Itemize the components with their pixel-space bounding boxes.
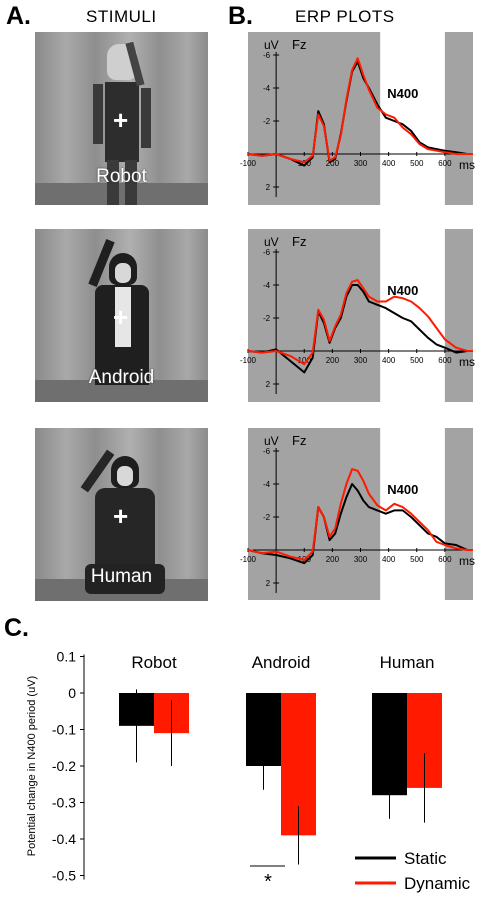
erp-electrode-label: Fz bbox=[292, 234, 306, 249]
erp-x-tick-label: -100 bbox=[240, 555, 257, 564]
erp-x-tick-label: 300 bbox=[354, 356, 368, 365]
bar-y-tick-label: 0.1 bbox=[57, 649, 77, 665]
erp-y-tick-label: 2 bbox=[266, 579, 271, 588]
erp-x-tick-label: 600 bbox=[438, 356, 452, 365]
erp-line-static bbox=[247, 284, 473, 374]
significance-marker: * bbox=[264, 871, 272, 893]
panel-c-letter: C. bbox=[4, 614, 29, 642]
erp-unit-label: uV bbox=[264, 38, 279, 52]
stimulus-label-human: Human bbox=[90, 566, 153, 587]
erp-unit-label: uV bbox=[264, 235, 279, 249]
fixation-cross: + bbox=[113, 105, 129, 135]
fixation-cross: + bbox=[113, 501, 129, 531]
erp-x-tick-label: -100 bbox=[240, 356, 257, 365]
erp-x-tick-label: 100 bbox=[298, 356, 312, 365]
erp-x-tick-label: 100 bbox=[298, 159, 312, 168]
erp-x-tick-label: 300 bbox=[354, 159, 368, 168]
bar-chart: 0.1 0 -0.1 -0.2 -0.3 -0.4 -0.5 Potential change… bbox=[26, 649, 471, 894]
erp-y-tick-label: -2 bbox=[263, 314, 271, 323]
erp-line-static bbox=[247, 60, 473, 167]
erp-component-label: N400 bbox=[387, 86, 418, 101]
erp-y-tick-label: -4 bbox=[263, 84, 271, 93]
bar-y-tick-label: -0.3 bbox=[52, 795, 76, 811]
fixation-cross: + bbox=[113, 302, 129, 332]
erp-y-tick-label: -4 bbox=[263, 281, 271, 290]
erp-electrode-label: Fz bbox=[292, 433, 306, 448]
erp-x-tick-label: 200 bbox=[326, 356, 340, 365]
shaded-window-late bbox=[444, 229, 473, 402]
erp-unit-label: uV bbox=[264, 434, 279, 448]
bar-y-tick-label: -0.4 bbox=[52, 831, 76, 847]
erp-x-tick-label: 600 bbox=[438, 159, 452, 168]
stimulus-label-robot: Robot bbox=[96, 166, 147, 187]
bar-group-label: Robot bbox=[131, 653, 177, 672]
stimulus-human-photo: + Human bbox=[35, 428, 208, 601]
erp-x-tick-label: 500 bbox=[410, 159, 424, 168]
stimulus-robot-photo: + Robot bbox=[35, 32, 208, 205]
stimulus-label-android: Android bbox=[88, 367, 155, 388]
erp-x-tick-label: 200 bbox=[326, 555, 340, 564]
erp-x-unit: ms bbox=[459, 355, 475, 369]
bar-y-tick-label: -0.2 bbox=[52, 758, 76, 774]
erp-x-tick-label: 500 bbox=[410, 356, 424, 365]
erp-line-dynamic bbox=[247, 57, 473, 164]
erp-electrode-label: Fz bbox=[292, 37, 306, 52]
panel-a-title: STIMULI bbox=[86, 7, 157, 26]
bar-y-tick-label: 0 bbox=[68, 685, 76, 701]
erp-x-unit: ms bbox=[459, 158, 475, 172]
shaded-window-early bbox=[248, 229, 381, 402]
bar-group-label: Human bbox=[380, 653, 435, 672]
erp-component-label: N400 bbox=[387, 283, 418, 298]
erp-x-tick-label: -100 bbox=[240, 159, 257, 168]
legend-label-dynamic: Dynamic bbox=[404, 874, 471, 893]
erp-line-dynamic bbox=[247, 279, 473, 366]
erp-x-tick-label: 500 bbox=[410, 555, 424, 564]
erp-line-dynamic bbox=[247, 468, 473, 561]
erp-y-tick-label: 2 bbox=[266, 183, 271, 192]
erp-y-tick-label: -6 bbox=[263, 447, 271, 456]
erp-y-tick-label: -4 bbox=[263, 480, 271, 489]
shaded-window-late bbox=[444, 428, 473, 600]
legend-label-static: Static bbox=[404, 849, 447, 868]
shaded-window-late bbox=[444, 32, 473, 205]
erp-y-tick-label: -2 bbox=[263, 117, 271, 126]
bar-y-axis-label: Potential change in N400 period (uV) bbox=[26, 676, 38, 856]
erp-x-tick-label: 600 bbox=[438, 555, 452, 564]
erp-y-tick-label: -6 bbox=[263, 248, 271, 257]
panel-b-title: ERP PLOTS bbox=[295, 7, 395, 26]
erp-x-tick-label: 400 bbox=[382, 356, 396, 365]
erp-x-unit: ms bbox=[459, 554, 475, 568]
panel-b-letter: B. bbox=[228, 2, 253, 30]
panel-a-letter: A. bbox=[6, 2, 31, 30]
bar-group-label: Android bbox=[252, 653, 311, 672]
erp-y-tick-label: 2 bbox=[266, 380, 271, 389]
erp-component-label: N400 bbox=[387, 482, 418, 497]
erp-plots: uV Fz N400 ms -6 -4 -2 2 -100 100 200 300 400 500 600 u… bbox=[240, 32, 475, 600]
erp-y-tick-label: -2 bbox=[263, 513, 271, 522]
erp-x-tick-label: 200 bbox=[326, 159, 340, 168]
erp-x-tick-label: 400 bbox=[382, 555, 396, 564]
bar-y-tick-label: -0.1 bbox=[52, 722, 76, 738]
erp-y-tick-label: -6 bbox=[263, 51, 271, 60]
shaded-window-early bbox=[248, 428, 381, 600]
erp-x-tick-label: 400 bbox=[382, 159, 396, 168]
erp-x-tick-label: 300 bbox=[354, 555, 368, 564]
bar-y-tick-label: -0.5 bbox=[52, 868, 76, 884]
stimulus-android-photo: + Android bbox=[35, 229, 208, 402]
